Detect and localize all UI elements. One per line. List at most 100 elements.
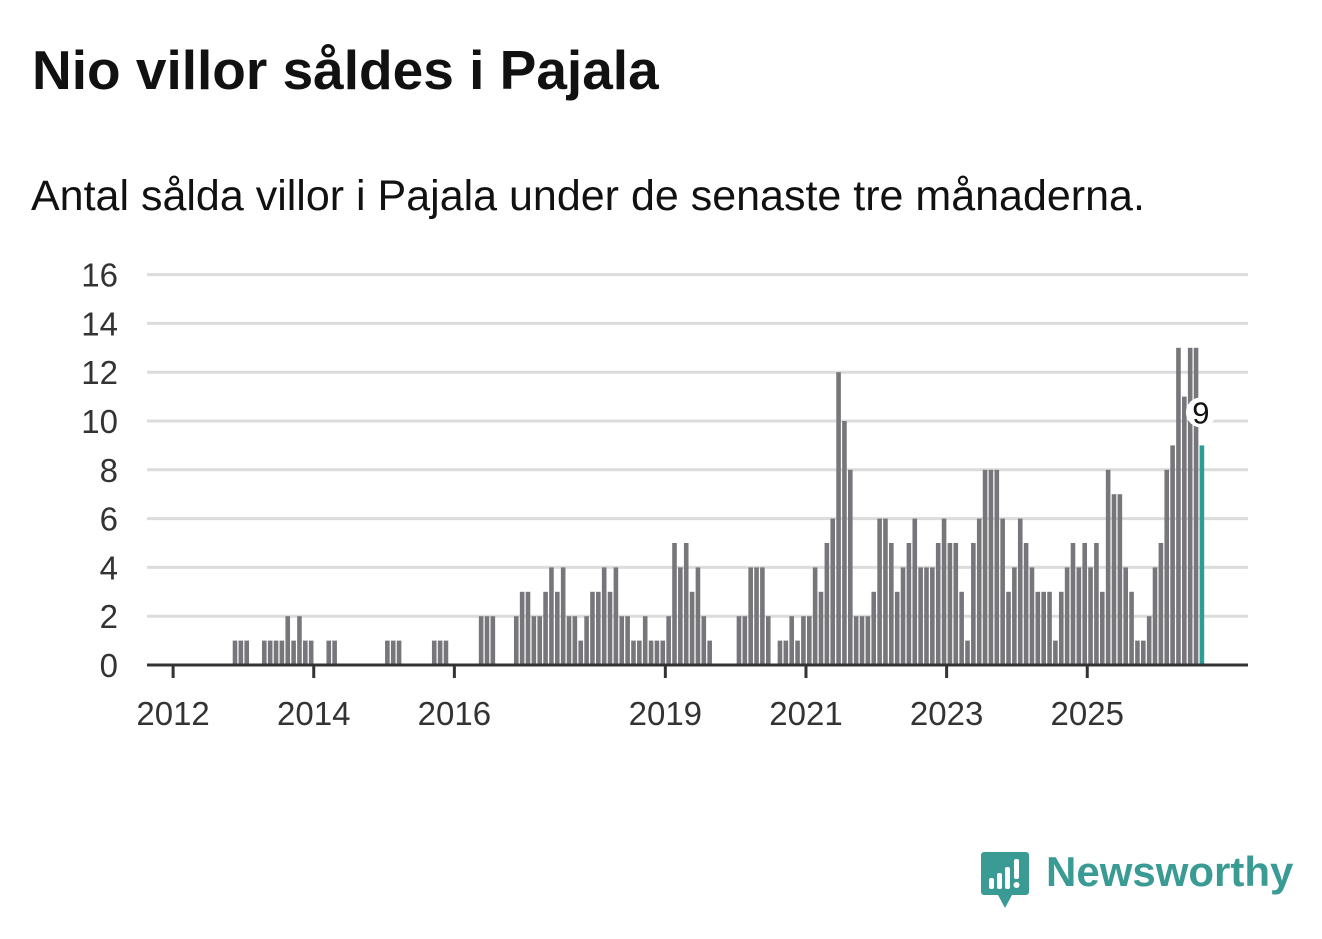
bar [555, 591, 560, 665]
grid-lines [147, 273, 1248, 618]
bar [297, 616, 302, 665]
bar [273, 640, 279, 665]
bar [1182, 396, 1187, 665]
bar [285, 616, 291, 665]
bar [1176, 347, 1181, 665]
bar [1146, 616, 1152, 665]
y-tick-label: 8 [100, 452, 118, 489]
bar [1058, 591, 1064, 665]
bar [1170, 445, 1175, 665]
bar [930, 567, 935, 665]
bar [678, 567, 683, 665]
bar [560, 567, 566, 665]
bar [660, 640, 666, 665]
bar [906, 543, 912, 665]
x-tick-label: 2021 [769, 695, 842, 732]
bar [883, 518, 888, 665]
bar [672, 543, 677, 665]
bar [625, 616, 630, 665]
bar [1017, 518, 1023, 665]
bar [1000, 518, 1005, 665]
bar [519, 591, 525, 665]
bar [877, 518, 882, 665]
bar [666, 616, 671, 665]
bar [590, 591, 595, 665]
bar [637, 640, 642, 665]
bar [812, 567, 818, 665]
newsworthy-logo-icon [981, 852, 1029, 908]
y-tick-label: 4 [100, 549, 118, 586]
bar [1164, 469, 1170, 665]
bar [1117, 494, 1123, 665]
y-tick-label: 6 [100, 501, 118, 538]
bar [537, 616, 543, 665]
bar [818, 591, 824, 665]
bar [941, 518, 947, 665]
bar [1029, 567, 1035, 665]
bar [1123, 567, 1129, 665]
bar [900, 567, 906, 665]
bar [631, 640, 636, 665]
y-tick-label: 12 [81, 354, 118, 391]
bar [1111, 494, 1117, 665]
bar-chart: 0 2 4 6 8 10 12 14 16 2012 2014 2016 2019 2021 2023 202… [81, 257, 1248, 732]
bar [748, 567, 753, 665]
bar [976, 518, 982, 665]
y-tick-label: 0 [100, 647, 118, 684]
bar [303, 640, 308, 665]
bar [437, 640, 443, 665]
bar [1129, 591, 1134, 665]
bar [549, 567, 554, 665]
bar [279, 640, 285, 665]
bar [953, 543, 959, 665]
bar [566, 616, 572, 665]
bar [1193, 347, 1199, 665]
bar [689, 591, 695, 665]
bar [654, 640, 660, 665]
bar [543, 591, 548, 665]
bar [924, 567, 929, 665]
bar [853, 616, 859, 665]
x-tick-label: 2025 [1051, 695, 1124, 732]
bar-highlight [1199, 445, 1205, 665]
bar [988, 469, 994, 665]
bar [431, 640, 437, 665]
bar [918, 567, 923, 665]
bar [777, 640, 783, 665]
bar [1023, 543, 1029, 665]
bar [935, 543, 941, 665]
bar [1006, 591, 1011, 665]
bar [754, 567, 759, 665]
bar [994, 469, 1000, 665]
bar [1076, 567, 1082, 665]
bar [1064, 567, 1070, 665]
bar [642, 616, 648, 665]
bar [291, 640, 296, 665]
bar [707, 640, 712, 665]
bar [648, 640, 654, 665]
bar [742, 616, 748, 665]
bar [836, 372, 841, 665]
bar [396, 640, 402, 665]
x-tick-label: 2019 [629, 695, 702, 732]
bar [894, 591, 900, 665]
bar [1012, 567, 1017, 665]
bar [390, 640, 396, 665]
chart-title: Nio villor såldes i Pajala [32, 39, 659, 101]
bar [859, 616, 865, 665]
bar [484, 616, 490, 665]
bar [578, 640, 584, 665]
bar [1053, 640, 1058, 665]
bar [1035, 591, 1041, 665]
axes: 0 2 4 6 8 10 12 14 16 2012 2014 2016 2019 2021 2023 202… [81, 257, 1248, 732]
bar [619, 616, 625, 665]
bar [572, 616, 578, 665]
data-label: 9 [1192, 395, 1209, 430]
bar [848, 469, 853, 665]
bar [332, 640, 337, 665]
bar [1105, 469, 1111, 665]
bar [531, 616, 537, 665]
bar [525, 591, 531, 665]
bar [982, 469, 988, 665]
bar [830, 518, 836, 665]
